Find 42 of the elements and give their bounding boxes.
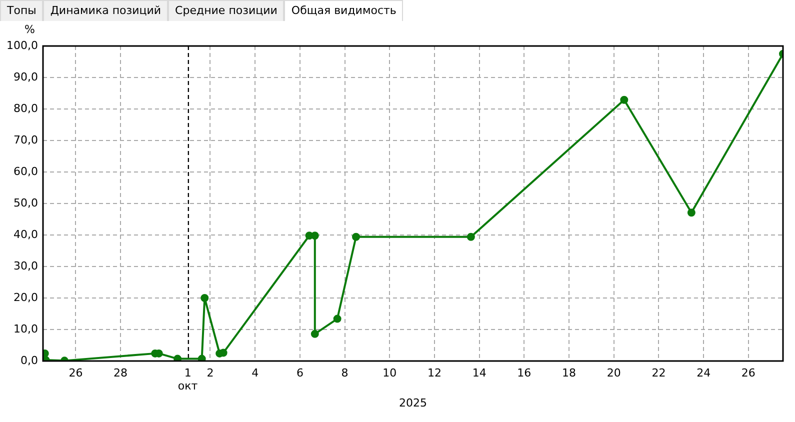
y-tick-label: 80,0: [14, 102, 38, 115]
y-tick-label: 90,0: [14, 70, 38, 84]
x-tick-label: 28: [114, 366, 128, 380]
y-tick-label: 60,0: [14, 164, 38, 178]
y-tick-label: 100,0: [6, 38, 38, 52]
point: [620, 96, 628, 104]
x-tick-label: 4: [252, 366, 259, 380]
x-tick-label: 20: [606, 366, 621, 380]
y-tick-label: 20,0: [14, 290, 38, 304]
point: [352, 232, 360, 241]
y-tick-label: 0,0: [20, 354, 38, 367]
point: [333, 314, 342, 323]
y-tick-label: 50,0: [14, 196, 38, 210]
point: [687, 208, 696, 217]
x-tick-label: 24: [696, 366, 711, 380]
y-tick-label: 30,0: [14, 259, 38, 272]
point: [198, 354, 206, 361]
x-tick-label: 12: [427, 366, 442, 380]
text: Общая видимость: [284, 0, 404, 21]
x-tick-label: 6: [296, 366, 304, 380]
y-tick-label: 70,0: [14, 133, 38, 146]
point: [174, 354, 182, 361]
text: Динамика позиций: [43, 0, 168, 21]
x-tick-label: 18: [562, 366, 576, 380]
x-axis-title: 2025: [399, 396, 427, 410]
x-tick-label: 22: [652, 366, 666, 380]
x-tick-label: 26: [68, 366, 83, 380]
y-tick-label: 10,0: [14, 322, 38, 336]
point: [466, 232, 475, 241]
x-tick-label: 2: [206, 366, 214, 380]
point: [310, 330, 319, 338]
x-tick-label: 10: [382, 366, 397, 380]
x-tick-label: 8: [341, 366, 348, 380]
x-tick-label: 16: [517, 366, 532, 380]
text: Средние позиции: [168, 0, 284, 21]
x-tick-label: 26: [741, 366, 756, 380]
text: Топы: [0, 0, 44, 21]
y-tick-label: 40,0: [14, 228, 38, 241]
x-tick-label: 1 окт: [178, 366, 198, 393]
y-axis-title: %: [24, 22, 35, 36]
x-tick-label: 14: [472, 366, 486, 380]
point: [200, 294, 209, 302]
